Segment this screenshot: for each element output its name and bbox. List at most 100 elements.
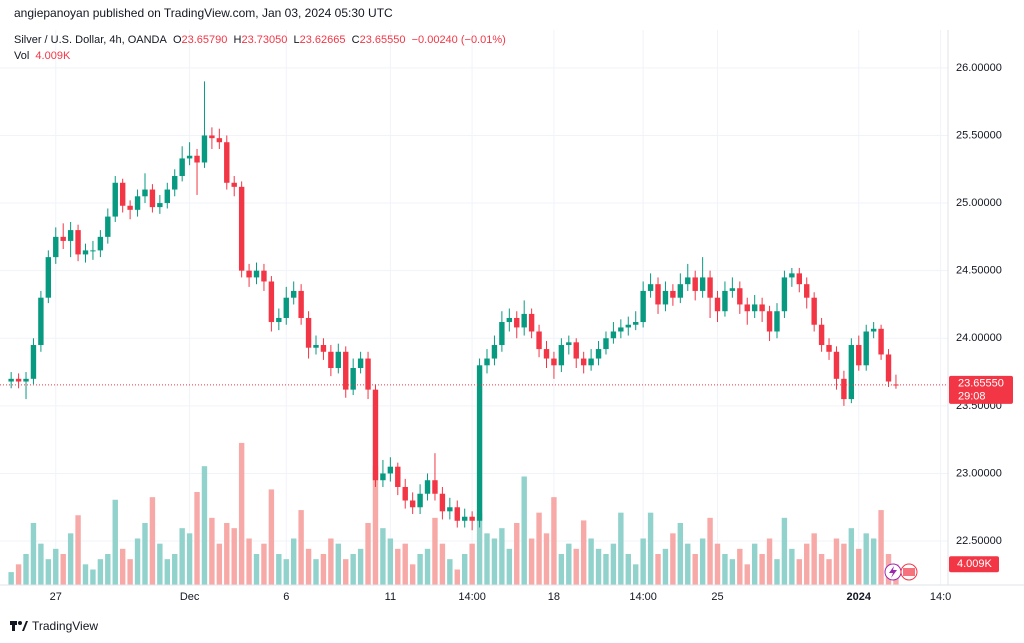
volume-bar [610,543,617,585]
candle-body [685,277,691,285]
candle-body [164,189,170,204]
volume-bar [30,523,37,585]
candle-body [514,317,520,328]
volume-bar [603,554,609,585]
candle-body [201,135,208,163]
volume-bar [766,538,773,585]
volume-legend: Vol 4.009K [14,50,70,62]
candle-body [417,493,423,508]
x-tick-label: 25 [711,591,723,603]
volume-bar [172,554,178,585]
volume-bar [692,554,698,585]
volume-bar [186,533,193,585]
candle-body [833,351,840,379]
legend-o-value: 23.65790 [181,34,228,46]
candle-body [142,189,148,197]
legend-l-value: 23.62665 [299,34,346,46]
volume-bar [618,512,624,585]
candle-body [127,205,133,210]
candle-body [105,216,111,237]
candle-body [885,354,892,382]
volume-bar [157,543,163,585]
candle-body [506,317,513,323]
candle-body [677,284,684,298]
volume-bar [305,548,312,585]
y-tick-label: 24.50000 [956,265,1002,277]
candle-body [841,378,847,400]
candle-body [328,351,334,369]
x-tick-label: 14:00 [629,591,657,603]
volume-bar [751,543,758,585]
volume-bar [573,548,579,585]
candle-body [774,311,780,332]
y-tick-label: 23.00000 [956,467,1002,479]
volume-bar [283,559,289,585]
legend-l: L [293,34,300,46]
volume-bar [469,543,475,585]
volume-bar [722,554,728,585]
volume-bar [432,517,438,585]
y-tick-label: 24.00000 [956,332,1002,344]
volume-bar [833,538,840,585]
volume-bar [372,466,379,585]
candle-body [469,516,475,521]
candle-body [372,389,379,481]
volume-bar [841,543,847,585]
candle-body [335,351,342,369]
candle-body [82,250,89,255]
volume-bar [729,559,736,585]
volume-bar [53,548,59,585]
y-tick-label: 26.00000 [956,62,1002,74]
candle-body [30,345,37,379]
candle-body [640,290,646,323]
candle-body [298,290,304,318]
volume-bar [60,554,66,585]
candle-body [856,345,862,366]
candle-body [878,328,884,355]
volume-bar [462,554,468,585]
countdown: 29:08 [958,391,986,403]
volume-bar [424,548,431,585]
volume-bar [82,564,89,585]
volume-bar [90,569,96,585]
last-volume-label: 4.009K [957,558,993,570]
candle-body [751,304,758,312]
volume-bar [863,533,869,585]
volume-bar [343,559,349,585]
volume-bar [536,512,542,585]
volume-bar [134,538,141,585]
candle-body [67,230,74,241]
x-tick-label: 11 [385,591,396,603]
legend-change: −0.00240 (−0.01%) [411,34,506,46]
volume-bar [97,559,104,585]
candle-body [194,155,200,163]
candle-body [603,338,609,350]
volume-bar [224,523,230,585]
volume-bar [521,476,527,585]
volume-bar [67,533,74,585]
volume-bar [737,548,743,585]
volume-bar [878,510,884,585]
candle-body [179,158,185,177]
candle-body [737,288,743,305]
volume-bar [499,528,505,585]
volume-bar [558,554,565,585]
candle-body [610,331,617,339]
volume-bar [625,554,631,585]
volume-bar [320,554,327,585]
candle-body [409,500,416,508]
volume-bar [662,548,669,585]
legend-c: C [351,34,360,46]
volume-bar [38,543,44,585]
candle-body [744,304,750,312]
volume-bar [796,559,802,585]
brand: TradingView [32,619,98,633]
volume-bar [179,528,185,585]
candle-body [528,313,535,332]
volume-bar [789,548,795,585]
volume-bar [261,543,267,585]
volume-bar [119,548,126,585]
volume-bar [149,497,156,585]
candle-body [357,358,364,369]
volume-bar [231,528,237,585]
